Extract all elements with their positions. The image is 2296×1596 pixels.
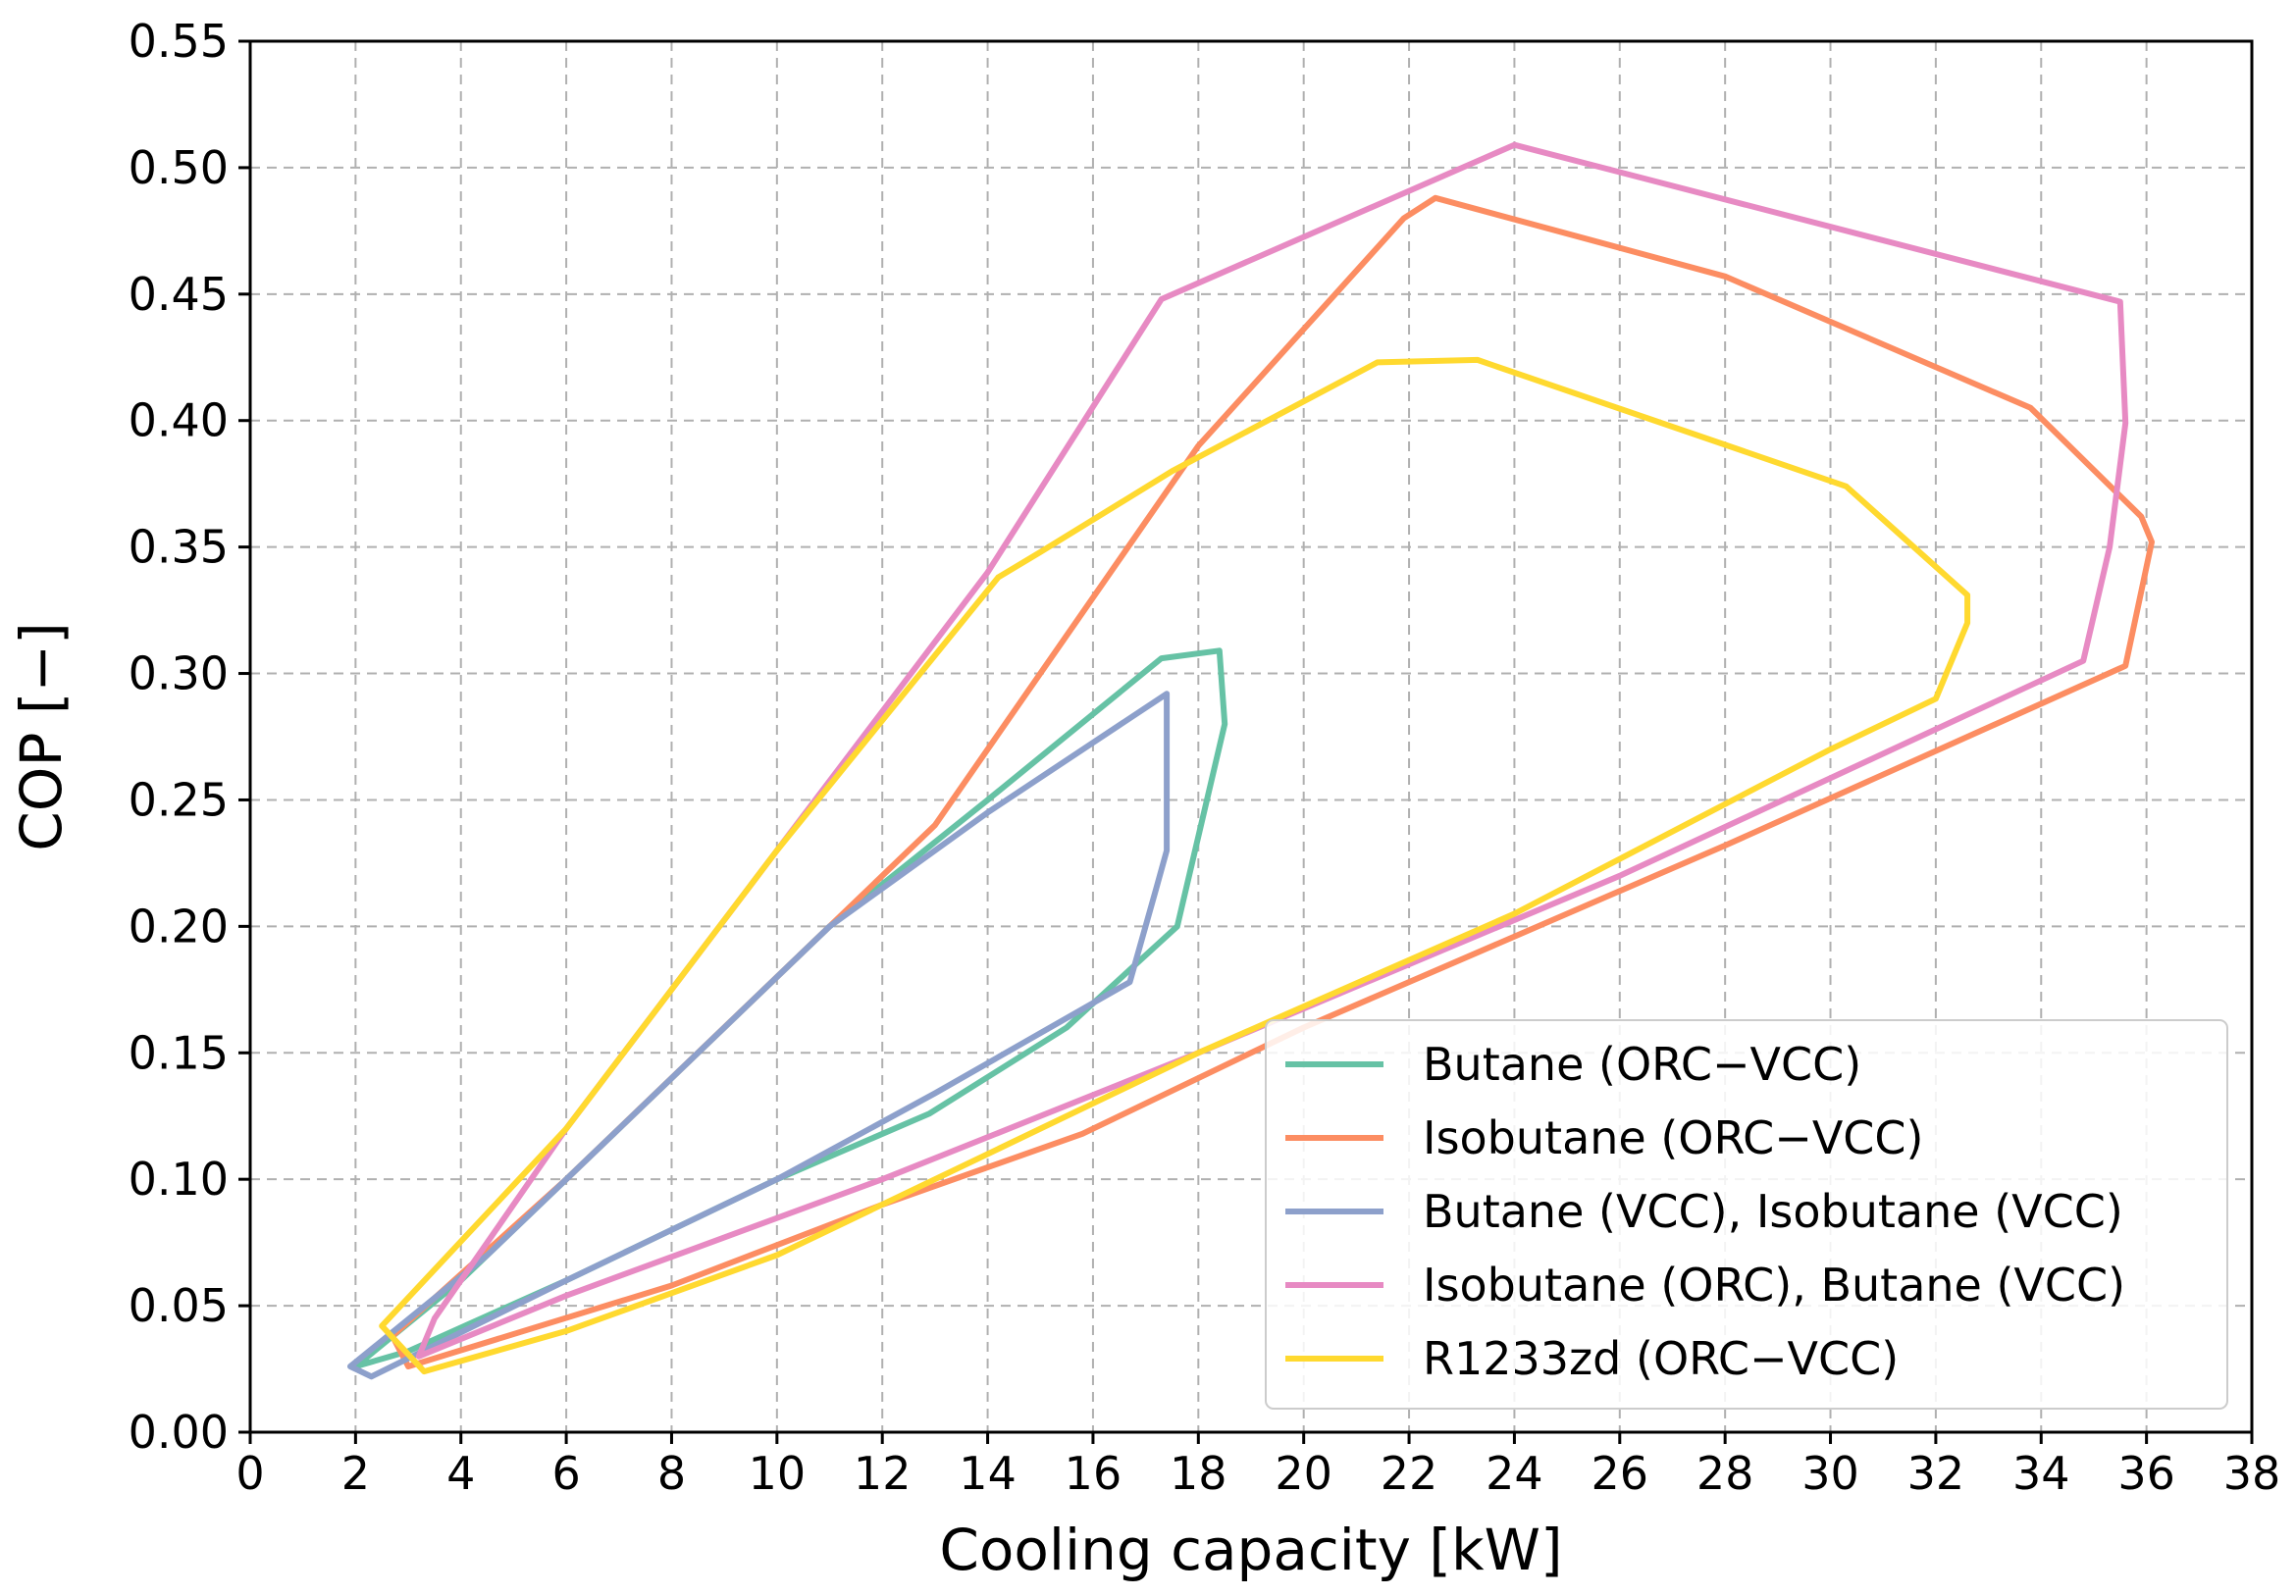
- legend-box: [1265, 1019, 2228, 1410]
- y-tick-label: 0.00: [129, 1406, 229, 1459]
- x-tick-label: 20: [1275, 1447, 1332, 1500]
- legend: Butane (ORC−VCC) Isobutane (ORC−VCC) Butan…: [1265, 1019, 2228, 1410]
- x-tick-label: 4: [446, 1447, 475, 1500]
- legend-label-3: Butane (VCC), Isobutane (VCC): [1423, 1185, 2123, 1238]
- x-tick-label: 10: [749, 1447, 807, 1500]
- y-tick-label: 0.25: [129, 773, 229, 826]
- x-tick-label: 14: [959, 1447, 1017, 1500]
- axis-ticks: 0 2 4 6 8 10 12 14 16 18 20 22 24 26 28 30 32 34 36 380.000…: [129, 15, 2281, 1500]
- y-tick-label: 0.30: [129, 647, 229, 700]
- legend-label-1: Butane (ORC−VCC): [1423, 1038, 1861, 1091]
- x-tick-label: 6: [551, 1447, 580, 1500]
- y-tick-label: 0.50: [129, 141, 229, 194]
- y-tick-label: 0.05: [129, 1279, 229, 1332]
- x-tick-label: 26: [1592, 1447, 1649, 1500]
- legend-label-5: R1233zd (ORC−VCC): [1423, 1332, 1899, 1385]
- x-tick-label: 38: [2223, 1447, 2281, 1500]
- x-tick-label: 18: [1170, 1447, 1227, 1500]
- x-tick-label: 32: [1907, 1447, 1965, 1500]
- series-line-3: [347, 691, 1171, 1380]
- y-tick-label: 0.15: [129, 1026, 229, 1079]
- y-tick-label: 0.35: [129, 521, 229, 574]
- series-line-5: [379, 356, 1971, 1375]
- series-group: [347, 141, 2155, 1380]
- x-tick-label: 2: [341, 1447, 370, 1500]
- x-tick-label: 16: [1065, 1447, 1122, 1500]
- legend-label-2: Isobutane (ORC−VCC): [1423, 1111, 1923, 1164]
- x-tick-label: 30: [1801, 1447, 1859, 1500]
- x-tick-label: 34: [2012, 1447, 2070, 1500]
- y-tick-label: 0.45: [129, 268, 229, 321]
- x-tick-label: 24: [1486, 1447, 1543, 1500]
- y-tick-label: 0.55: [129, 15, 229, 68]
- x-axis-title: Cooling capacity [kW]: [939, 1517, 1562, 1583]
- legend-label-4: Isobutane (ORC), Butane (VCC): [1423, 1259, 2125, 1312]
- x-tick-label: 36: [2117, 1447, 2175, 1500]
- x-tick-label: 28: [1696, 1447, 1754, 1500]
- grid: [250, 41, 2252, 1432]
- y-axis-title: COP [−]: [8, 622, 75, 850]
- y-tick-label: 0.20: [129, 900, 229, 952]
- y-tick-label: 0.10: [129, 1153, 229, 1206]
- y-tick-label: 0.40: [129, 394, 229, 447]
- x-tick-label: 22: [1381, 1447, 1438, 1500]
- x-tick-label: 0: [235, 1447, 264, 1500]
- x-tick-label: 8: [657, 1447, 686, 1500]
- plot-frame: [248, 39, 2254, 1434]
- x-tick-label: 12: [854, 1447, 912, 1500]
